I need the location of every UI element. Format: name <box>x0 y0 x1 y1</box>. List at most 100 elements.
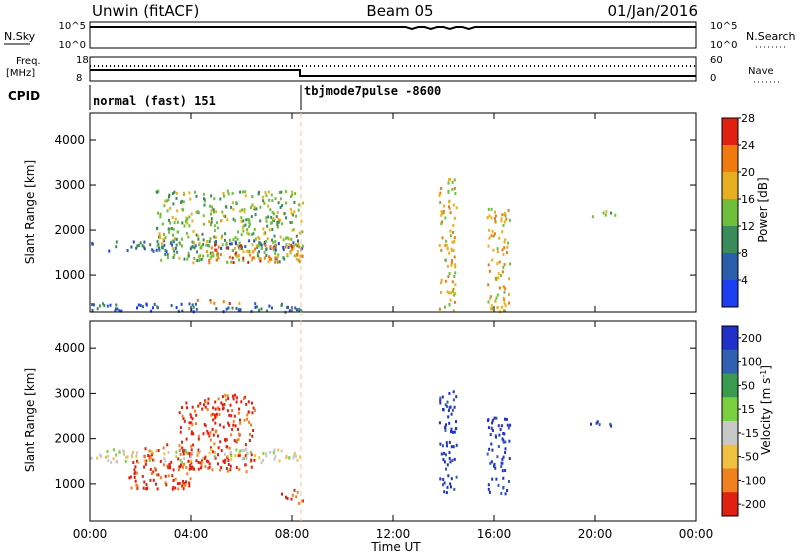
data-cell <box>503 290 506 294</box>
data-cell <box>280 190 283 194</box>
data-cell <box>605 210 608 214</box>
data-cell <box>242 229 245 233</box>
data-cell <box>91 308 94 312</box>
data-cell <box>196 259 199 262</box>
data-cell <box>189 197 192 201</box>
data-cell <box>598 423 601 427</box>
data-cell <box>292 241 295 245</box>
data-cell <box>504 304 507 308</box>
data-cell <box>191 240 194 244</box>
data-cell <box>451 408 454 412</box>
data-cell <box>268 258 271 262</box>
data-cell <box>191 423 194 427</box>
data-cell <box>168 463 171 467</box>
data-cell <box>232 261 235 264</box>
data-cell <box>487 426 490 430</box>
data-cell <box>209 431 212 435</box>
data-cell <box>268 228 271 232</box>
data-cell <box>505 418 508 421</box>
data-cell <box>179 242 182 246</box>
data-cell <box>267 215 270 219</box>
data-cell <box>506 423 509 427</box>
data-cell <box>189 460 192 463</box>
data-cell <box>237 437 240 441</box>
data-cell <box>176 220 179 224</box>
data-cell <box>208 465 211 469</box>
data-cell <box>289 195 292 199</box>
data-cell <box>232 217 235 221</box>
data-cell <box>170 241 173 244</box>
data-cell <box>259 219 262 223</box>
data-cell <box>102 302 105 306</box>
data-cell <box>225 205 228 209</box>
data-cell <box>257 235 260 239</box>
data-cell <box>450 430 452 434</box>
data-cell <box>282 238 285 242</box>
data-cell <box>243 418 246 422</box>
data-cell <box>181 446 184 450</box>
data-cell <box>501 230 504 234</box>
data-cell <box>178 256 181 260</box>
data-cell <box>298 309 301 313</box>
data-cell <box>164 248 167 252</box>
data-cell <box>163 452 166 456</box>
data-cell <box>179 453 182 456</box>
colorbar-swatch <box>722 397 738 422</box>
data-cell <box>236 237 239 241</box>
data-cell <box>443 204 446 208</box>
data-cell <box>238 258 240 262</box>
data-cell <box>506 251 508 255</box>
data-cell <box>596 420 599 424</box>
data-cell <box>195 422 197 426</box>
data-cell <box>258 456 261 460</box>
data-cell <box>219 440 222 444</box>
data-cell <box>175 455 178 459</box>
data-cell <box>150 472 153 476</box>
data-cell <box>202 238 205 242</box>
data-cell <box>265 254 268 257</box>
colorbar-frame <box>721 325 739 517</box>
data-cell <box>169 206 172 210</box>
y-tick-label: 1000 <box>54 477 85 491</box>
data-cell <box>115 453 118 457</box>
data-cell <box>233 414 236 418</box>
data-cell <box>501 248 504 252</box>
data-cell <box>451 240 454 244</box>
data-cell <box>261 195 264 199</box>
data-cell <box>255 207 258 211</box>
data-cell <box>504 447 507 451</box>
data-cell <box>136 306 138 310</box>
data-cell <box>173 253 176 257</box>
data-cell <box>444 428 447 432</box>
data-cell <box>179 465 182 469</box>
data-cell <box>291 190 294 194</box>
data-cell <box>219 468 222 472</box>
data-cell <box>214 407 217 411</box>
data-cell <box>506 245 509 249</box>
data-cell <box>451 458 454 462</box>
data-cell <box>241 226 244 230</box>
data-cell <box>177 457 180 461</box>
data-cell <box>174 477 177 481</box>
data-cell <box>253 205 256 209</box>
data-cell <box>183 449 186 453</box>
data-cell <box>197 448 200 452</box>
data-cell <box>226 189 229 193</box>
data-cell <box>231 409 234 412</box>
data-cell <box>222 191 225 195</box>
velocity-colorbar: 200 100 50 15 -15 -50 -100 -200 <box>721 325 766 517</box>
data-cell <box>192 305 195 309</box>
data-cell <box>265 219 268 223</box>
data-cell <box>202 254 205 258</box>
colorbar-tick-label: 15 <box>741 403 755 416</box>
data-cell <box>213 442 216 446</box>
data-cell <box>489 296 492 300</box>
colorbar-swatch <box>722 253 738 281</box>
data-cell <box>231 306 234 310</box>
data-cell <box>218 412 221 416</box>
data-cell <box>448 303 451 307</box>
data-cell <box>132 450 134 454</box>
data-cell <box>275 215 278 219</box>
data-cell <box>160 258 163 262</box>
data-cell <box>224 238 226 242</box>
